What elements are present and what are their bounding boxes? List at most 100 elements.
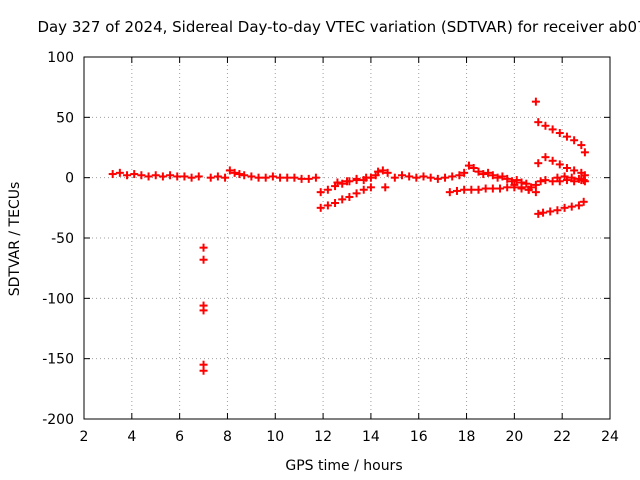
data-point xyxy=(484,168,493,177)
y-tick-label: -100 xyxy=(42,291,74,307)
y-tick-label: 50 xyxy=(56,110,74,126)
plot-frame xyxy=(83,56,611,420)
data-point xyxy=(323,185,332,194)
data-point xyxy=(531,97,540,106)
data-point xyxy=(574,201,583,210)
data-point xyxy=(467,185,476,194)
data-point xyxy=(567,173,576,182)
data-point xyxy=(316,188,325,197)
data-point xyxy=(206,173,215,182)
data-point xyxy=(383,168,392,177)
data-point xyxy=(510,180,519,189)
data-point xyxy=(381,183,390,192)
data-point xyxy=(359,185,368,194)
data-point xyxy=(151,171,160,180)
data-point xyxy=(534,209,543,218)
data-point xyxy=(343,177,351,186)
x-tick-label: 24 xyxy=(601,429,619,445)
data-point xyxy=(524,185,533,194)
x-tick-label: 14 xyxy=(362,429,380,445)
data-point xyxy=(426,173,435,182)
x-tick-label: 10 xyxy=(266,429,284,445)
data-point xyxy=(481,184,490,193)
data-point xyxy=(235,170,244,179)
data-point xyxy=(316,203,325,212)
data-point xyxy=(247,172,256,181)
x-tick-label: 4 xyxy=(127,429,136,445)
data-point xyxy=(548,177,557,186)
data-point xyxy=(254,173,263,182)
data-point xyxy=(503,183,512,192)
data-point xyxy=(469,164,478,173)
data-point xyxy=(441,173,450,182)
data-point xyxy=(562,164,571,173)
data-point xyxy=(445,188,454,197)
data-point xyxy=(345,192,354,201)
data-point xyxy=(574,174,583,183)
y-tick-label: -200 xyxy=(42,412,74,428)
data-point xyxy=(323,201,332,210)
data-point xyxy=(493,173,502,182)
data-point xyxy=(579,176,588,185)
data-point xyxy=(276,173,285,182)
data-point xyxy=(199,243,208,252)
data-point xyxy=(130,170,139,179)
data-point xyxy=(123,171,132,180)
data-point xyxy=(488,184,497,193)
data-point xyxy=(397,171,406,180)
data-point xyxy=(531,188,540,197)
x-tick-label: 20 xyxy=(505,429,523,445)
data-point xyxy=(166,171,175,180)
data-point xyxy=(390,173,399,182)
data-point xyxy=(539,208,548,217)
data-point xyxy=(352,176,361,185)
data-point xyxy=(555,160,564,169)
data-point xyxy=(496,184,505,193)
data-point xyxy=(173,172,182,181)
x-tick-label: 18 xyxy=(458,429,476,445)
data-point xyxy=(460,168,469,177)
data-point xyxy=(180,172,189,181)
data-point xyxy=(366,183,375,192)
data-point xyxy=(137,171,146,180)
data-point xyxy=(522,179,531,188)
data-point xyxy=(570,136,579,145)
data-point xyxy=(548,125,557,134)
data-point xyxy=(534,118,543,127)
data-point xyxy=(378,166,387,175)
data-point xyxy=(570,166,579,175)
data-point xyxy=(567,202,576,211)
data-point xyxy=(261,173,270,182)
data-point xyxy=(240,171,249,180)
data-point xyxy=(580,148,589,157)
data-point xyxy=(374,167,383,176)
data-point xyxy=(455,171,464,180)
data-point xyxy=(517,183,526,192)
y-tick-label: -50 xyxy=(51,231,74,247)
data-point xyxy=(498,172,507,181)
data-points xyxy=(108,97,589,375)
data-point xyxy=(419,172,428,181)
data-point xyxy=(553,206,562,215)
data-point xyxy=(555,129,564,138)
data-point xyxy=(331,199,340,208)
data-point xyxy=(297,174,306,183)
x-tick-label: 2 xyxy=(80,429,89,445)
data-point xyxy=(225,166,234,175)
data-point xyxy=(230,168,239,177)
data-point xyxy=(553,173,562,182)
data-point xyxy=(541,153,550,162)
x-tick-label: 12 xyxy=(314,429,332,445)
x-axis-label: GPS time / hours xyxy=(285,458,402,474)
data-point xyxy=(580,177,589,186)
data-point xyxy=(187,173,196,182)
data-point xyxy=(221,173,230,182)
data-point xyxy=(283,173,292,182)
data-point xyxy=(503,174,512,183)
data-point xyxy=(199,255,208,264)
data-point xyxy=(448,172,457,181)
data-point xyxy=(577,141,586,150)
data-point xyxy=(541,176,550,185)
data-point xyxy=(452,186,461,195)
